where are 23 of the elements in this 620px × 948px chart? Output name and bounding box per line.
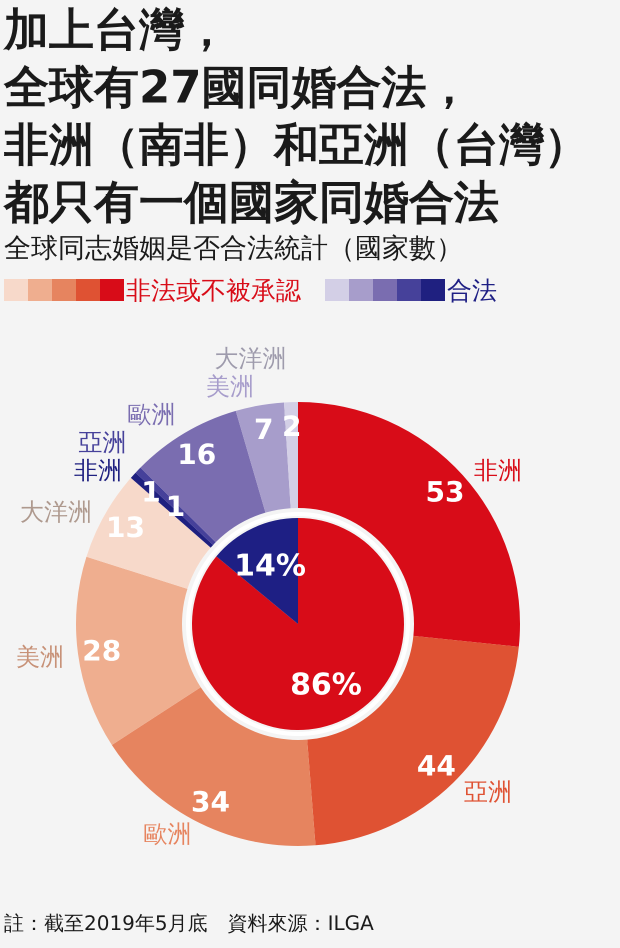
legend-label: 非法或不被承認 [126, 276, 301, 305]
slice-label: 亞洲 [464, 778, 512, 806]
chart-subtitle: 全球同志婚姻是否合法統計（國家數） [4, 233, 463, 264]
data-label: 44 [416, 750, 456, 783]
text: 註：截至2019年5月底 資料來源：ILGA [4, 911, 374, 935]
data-label: 28 [82, 634, 122, 668]
slice-label: 美洲 [206, 372, 254, 401]
legend-label: 合法 [447, 276, 497, 305]
data-label: 34 [191, 786, 230, 819]
slice-label: 大洋洲 [20, 498, 92, 526]
slice-label: 非洲 [74, 456, 122, 485]
slice-label: 歐洲 [127, 400, 176, 429]
data-label: 7 [254, 412, 274, 446]
chart-title: 加上台灣，全球有27國同婚合法，非洲（南非）和亞洲（台灣）都只有一個國家同婚合法 [2, 3, 589, 228]
slice-label: 歐洲 [143, 820, 192, 848]
slice-label: 美洲 [16, 643, 64, 672]
slice-label: 亞洲 [78, 428, 127, 457]
data-label: 1 [166, 490, 186, 524]
data-label: 16 [177, 438, 216, 471]
slice-label: 大洋洲 [214, 344, 287, 373]
data-label: 53 [426, 475, 464, 508]
slice-label: 非洲 [474, 456, 522, 485]
data-label: 86% [290, 667, 362, 702]
